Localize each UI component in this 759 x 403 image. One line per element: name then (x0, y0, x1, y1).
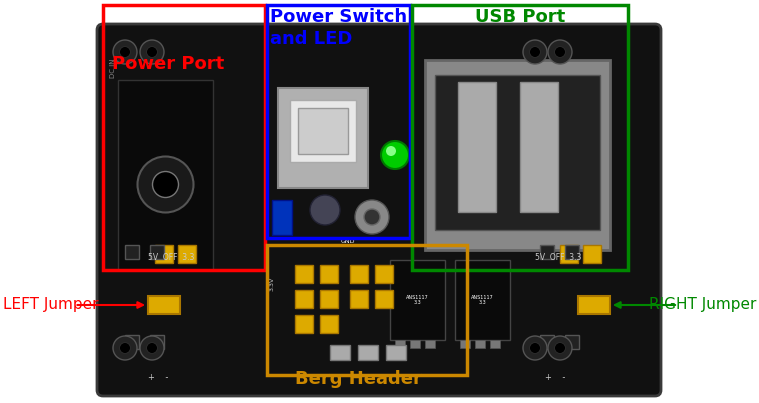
Circle shape (310, 195, 340, 225)
Text: RIGHT Jumper: RIGHT Jumper (649, 297, 756, 312)
Bar (148, 296, 180, 314)
Bar (583, 245, 601, 263)
Bar (298, 108, 348, 154)
Bar (560, 245, 578, 263)
Bar (412, 5, 628, 270)
Circle shape (355, 200, 389, 234)
Bar (565, 335, 579, 349)
Text: 5V  OFF  3.3: 5V OFF 3.3 (535, 253, 581, 262)
Circle shape (548, 336, 572, 360)
Bar (320, 265, 338, 283)
Bar (375, 265, 393, 283)
Bar (565, 245, 579, 259)
Bar (272, 200, 292, 235)
FancyBboxPatch shape (97, 24, 661, 396)
Bar (155, 245, 173, 263)
Text: USB Port: USB Port (475, 8, 565, 26)
Circle shape (386, 146, 396, 156)
Bar (290, 100, 356, 162)
Circle shape (120, 47, 131, 57)
Bar (460, 340, 470, 348)
Bar (350, 265, 368, 283)
Circle shape (555, 343, 565, 353)
Bar (375, 290, 393, 308)
Bar (267, 5, 410, 238)
Bar (578, 296, 610, 314)
Bar (295, 315, 313, 333)
Text: 3.3V: 3.3V (270, 277, 275, 291)
Bar (390, 260, 445, 340)
Bar (490, 340, 500, 348)
Circle shape (146, 47, 157, 57)
Bar (425, 60, 610, 250)
Text: Power Switch
and LED: Power Switch and LED (270, 8, 407, 48)
Text: ANS1117
3.3: ANS1117 3.3 (471, 295, 493, 305)
Bar (455, 260, 510, 340)
Circle shape (530, 343, 540, 353)
Circle shape (113, 336, 137, 360)
Bar (350, 290, 368, 308)
Circle shape (555, 47, 565, 57)
Text: Berg Header: Berg Header (295, 370, 422, 388)
Bar (358, 345, 378, 360)
Bar (330, 345, 350, 360)
Circle shape (113, 40, 137, 64)
Bar (435, 75, 600, 230)
Text: ANS1117
3.3: ANS1117 3.3 (405, 295, 428, 305)
Bar (458, 82, 496, 212)
Circle shape (153, 172, 178, 197)
Bar (395, 340, 405, 348)
Circle shape (137, 156, 194, 212)
Text: GND: GND (341, 239, 355, 244)
Bar (178, 245, 196, 263)
Bar (475, 340, 485, 348)
Bar (278, 88, 368, 188)
Bar (520, 82, 558, 212)
Bar (386, 345, 406, 360)
Text: +    -: + - (148, 373, 168, 382)
Bar (540, 245, 554, 259)
Text: 5V  OFF  3.3: 5V OFF 3.3 (148, 253, 194, 262)
Text: +    -: + - (545, 373, 565, 382)
Circle shape (140, 40, 164, 64)
Bar (320, 290, 338, 308)
Circle shape (548, 40, 572, 64)
Circle shape (120, 343, 131, 353)
Bar (425, 340, 435, 348)
Bar (295, 265, 313, 283)
Text: LEFT Jumper: LEFT Jumper (3, 297, 99, 312)
Circle shape (140, 336, 164, 360)
Bar (267, 245, 467, 375)
Circle shape (381, 141, 409, 169)
Bar (540, 335, 554, 349)
Text: Power Port: Power Port (112, 55, 224, 73)
Circle shape (530, 47, 540, 57)
Bar (320, 315, 338, 333)
Bar (125, 245, 139, 259)
Bar (295, 290, 313, 308)
Bar (118, 80, 213, 270)
Bar (410, 340, 420, 348)
Circle shape (523, 40, 547, 64)
Text: DC IN: DC IN (110, 58, 116, 78)
Circle shape (146, 343, 157, 353)
Bar (150, 335, 164, 349)
Bar (103, 5, 265, 270)
Circle shape (364, 209, 380, 225)
Bar (150, 245, 164, 259)
Bar (125, 335, 139, 349)
Circle shape (523, 336, 547, 360)
